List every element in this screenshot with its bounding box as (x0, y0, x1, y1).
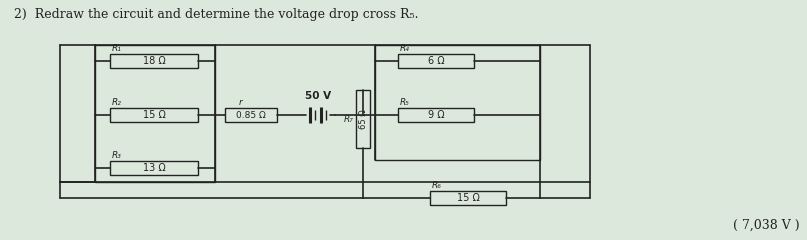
Text: R₁: R₁ (112, 44, 122, 53)
Text: r: r (239, 98, 243, 107)
Text: 65 Ω: 65 Ω (358, 109, 367, 129)
Bar (110, 161, 198, 175)
Bar (398, 54, 474, 68)
Text: 0.85 Ω: 0.85 Ω (236, 110, 266, 120)
Text: R₃: R₃ (112, 151, 122, 160)
Bar (398, 108, 474, 122)
Text: R₅: R₅ (400, 98, 410, 107)
Bar (225, 108, 277, 122)
Text: 50 V: 50 V (305, 91, 331, 101)
Text: 15 Ω: 15 Ω (457, 193, 479, 203)
Bar (356, 90, 370, 148)
Bar (110, 108, 198, 122)
Text: 15 Ω: 15 Ω (143, 110, 165, 120)
Text: R₂: R₂ (112, 98, 122, 107)
Bar (430, 191, 506, 205)
Text: ( 7,038 V ): ( 7,038 V ) (734, 219, 800, 232)
Bar (95, 45, 215, 182)
Text: 13 Ω: 13 Ω (143, 163, 165, 173)
Text: R₆: R₆ (432, 181, 442, 190)
Bar (110, 54, 198, 68)
Text: 18 Ω: 18 Ω (143, 56, 165, 66)
Text: R₄: R₄ (400, 44, 410, 53)
Text: 9 Ω: 9 Ω (428, 110, 445, 120)
Text: R₇: R₇ (344, 114, 354, 124)
Text: 6 Ω: 6 Ω (428, 56, 445, 66)
Bar (375, 45, 540, 160)
Text: 2)  Redraw the circuit and determine the voltage drop cross R₅.: 2) Redraw the circuit and determine the … (14, 8, 419, 21)
